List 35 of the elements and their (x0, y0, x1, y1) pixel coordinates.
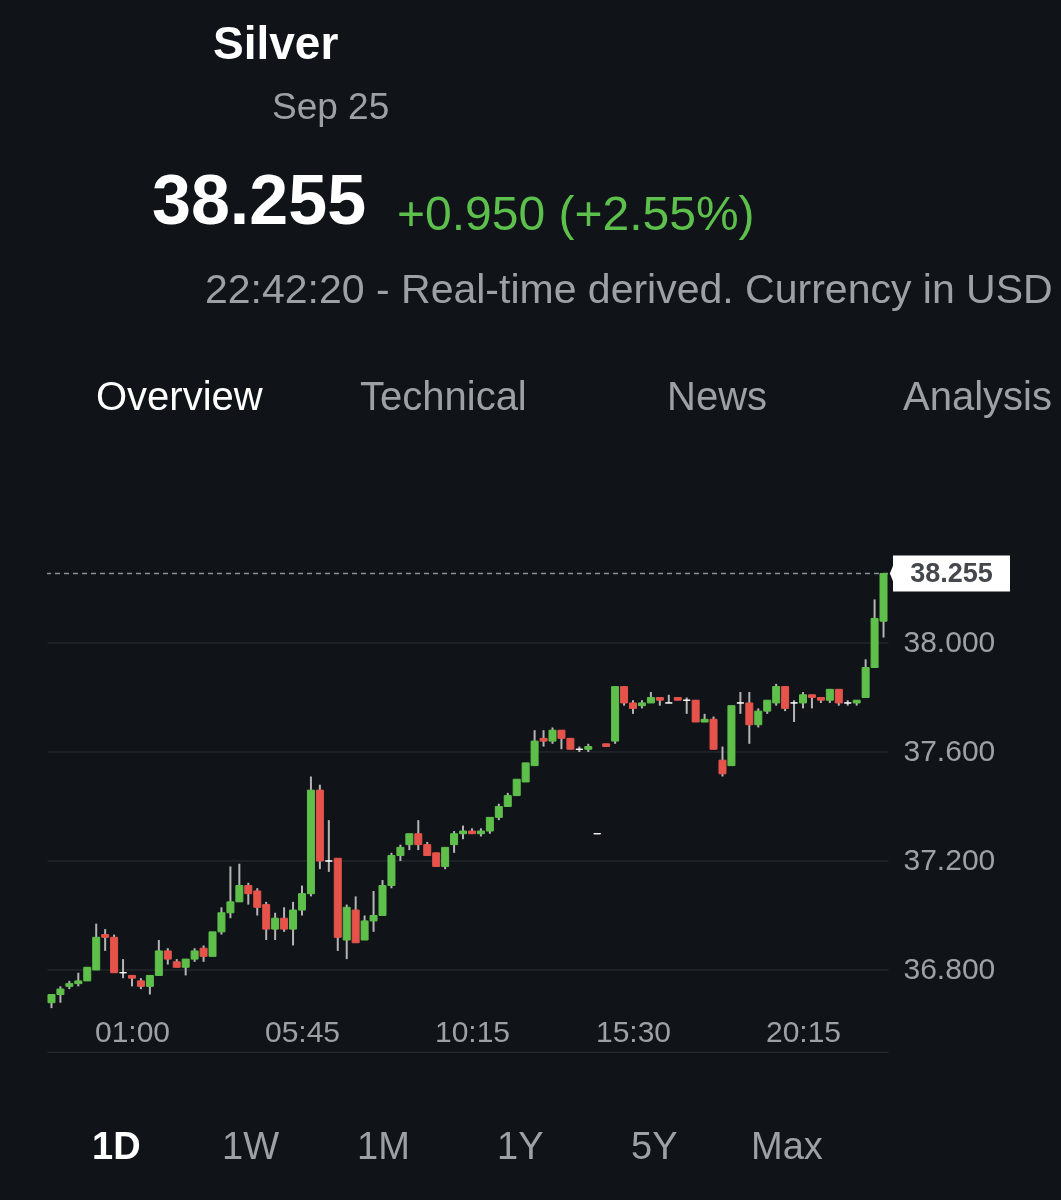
y-tick-label: 37.600 (903, 734, 996, 768)
text: 1M (357, 1125, 410, 1167)
candlestick (441, 846, 450, 871)
text: Max (751, 1125, 823, 1167)
x-tick-label: 05:45 (264, 1015, 341, 1049)
candlestick (790, 699, 799, 724)
candlestick (745, 691, 754, 745)
candlestick (271, 911, 280, 942)
y-tick-label: 36.800 (903, 952, 996, 986)
y-tick-label: 38.000 (903, 625, 996, 659)
candlestick (324, 819, 333, 873)
text: Technical (360, 374, 527, 418)
chart-title: Silver (213, 17, 339, 69)
text: 5Y (631, 1125, 678, 1167)
x-tick-label: 15:30 (595, 1015, 672, 1049)
text: Analysis (903, 374, 1052, 418)
text: 1W (222, 1125, 280, 1167)
candlestick (781, 685, 790, 713)
candlestick (691, 699, 700, 724)
text: 22:42:20 - Real-time derived. Currency in USD (205, 266, 1053, 312)
x-tick-label: 20:15 (765, 1015, 842, 1049)
text: News (667, 374, 768, 418)
y-tick-label: 37.200 (903, 843, 996, 877)
text: 38.255 (152, 161, 367, 239)
x-tick-label: 01:00 (94, 1015, 171, 1049)
text: +0.950 (+2.55%) (397, 187, 755, 240)
x-tick-label: 10:15 (434, 1015, 511, 1049)
ref-line-label: 38.255 (910, 557, 993, 588)
text: 1D (92, 1125, 141, 1167)
chart-subtitle: Sep 25 (272, 86, 390, 127)
text: Overview (96, 374, 263, 418)
candlestick (280, 906, 289, 933)
text: 1Y (497, 1125, 544, 1167)
candlestick (718, 745, 727, 778)
candlestick (736, 691, 745, 715)
